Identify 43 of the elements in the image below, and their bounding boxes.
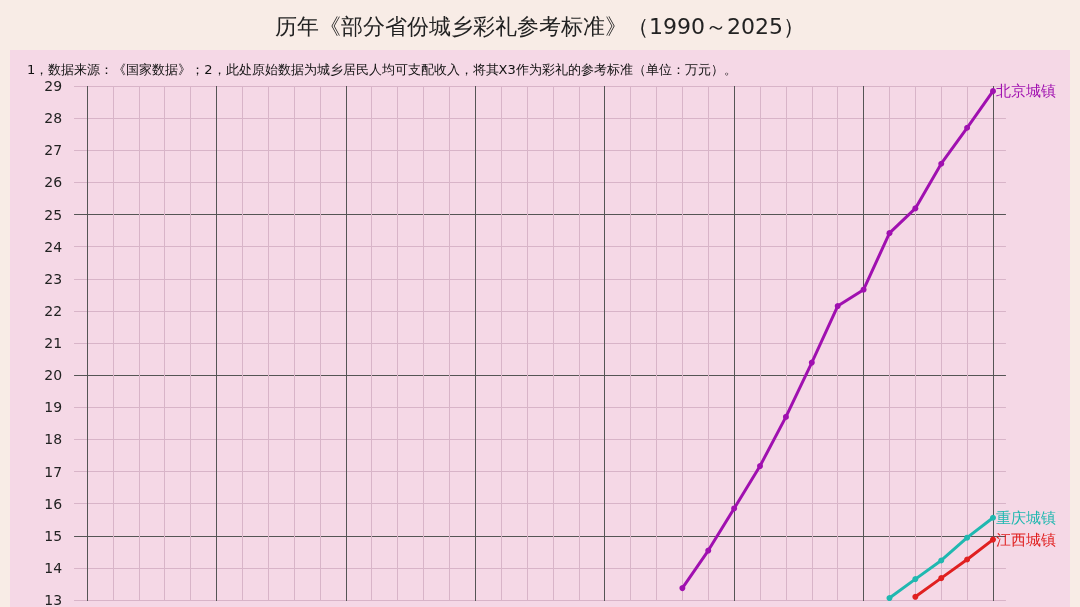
point bbox=[679, 585, 686, 592]
point bbox=[886, 230, 893, 237]
y-tick-label: 26 bbox=[44, 174, 63, 191]
point bbox=[964, 124, 971, 131]
point bbox=[757, 463, 764, 470]
y-tick-label: 21 bbox=[44, 335, 63, 351]
point bbox=[990, 88, 996, 95]
chart-title: 历年《部分省份城乡彩礼参考标准》（1990～2025） bbox=[275, 13, 805, 39]
y-tick-label: 24 bbox=[44, 238, 63, 255]
y-tick-label: 13 bbox=[44, 592, 63, 607]
y-tick-label: 22 bbox=[44, 302, 63, 319]
y-tick-label: 15 bbox=[44, 527, 63, 544]
point bbox=[860, 286, 867, 293]
point bbox=[705, 547, 712, 554]
point bbox=[731, 505, 738, 512]
point bbox=[938, 557, 945, 564]
chart-subtitle: 1，数据来源：《国家数据》；2，此处原始数据为城乡居民人均可支配收入，将其X3作为彩礼的参考标准（单位：万元）。 bbox=[27, 62, 737, 77]
point bbox=[912, 576, 919, 583]
point bbox=[938, 575, 945, 582]
point bbox=[808, 359, 815, 366]
y-tick-label: 28 bbox=[44, 110, 63, 127]
y-tick-label: 14 bbox=[44, 559, 63, 576]
point bbox=[938, 160, 945, 167]
point bbox=[964, 556, 971, 563]
point bbox=[964, 534, 971, 541]
point bbox=[990, 536, 996, 543]
y-tick-label: 16 bbox=[44, 495, 63, 512]
y-tick-label: 27 bbox=[44, 142, 63, 159]
point bbox=[834, 303, 841, 310]
y-tick-label: 25 bbox=[44, 206, 63, 223]
point bbox=[782, 413, 789, 420]
point bbox=[990, 514, 996, 521]
y-tick-label: 29 bbox=[44, 78, 63, 94]
y-tick-label: 20 bbox=[44, 367, 63, 384]
series-label: 重庆城镇 bbox=[996, 508, 1056, 527]
y-tick-label: 17 bbox=[44, 463, 63, 480]
y-tick-label: 19 bbox=[44, 399, 63, 416]
series-label: 北京城镇 bbox=[996, 82, 1056, 101]
y-tick-label: 18 bbox=[44, 431, 63, 448]
point bbox=[886, 595, 893, 602]
point bbox=[912, 593, 919, 600]
y-tick-label: 23 bbox=[44, 270, 63, 287]
point bbox=[912, 205, 919, 212]
